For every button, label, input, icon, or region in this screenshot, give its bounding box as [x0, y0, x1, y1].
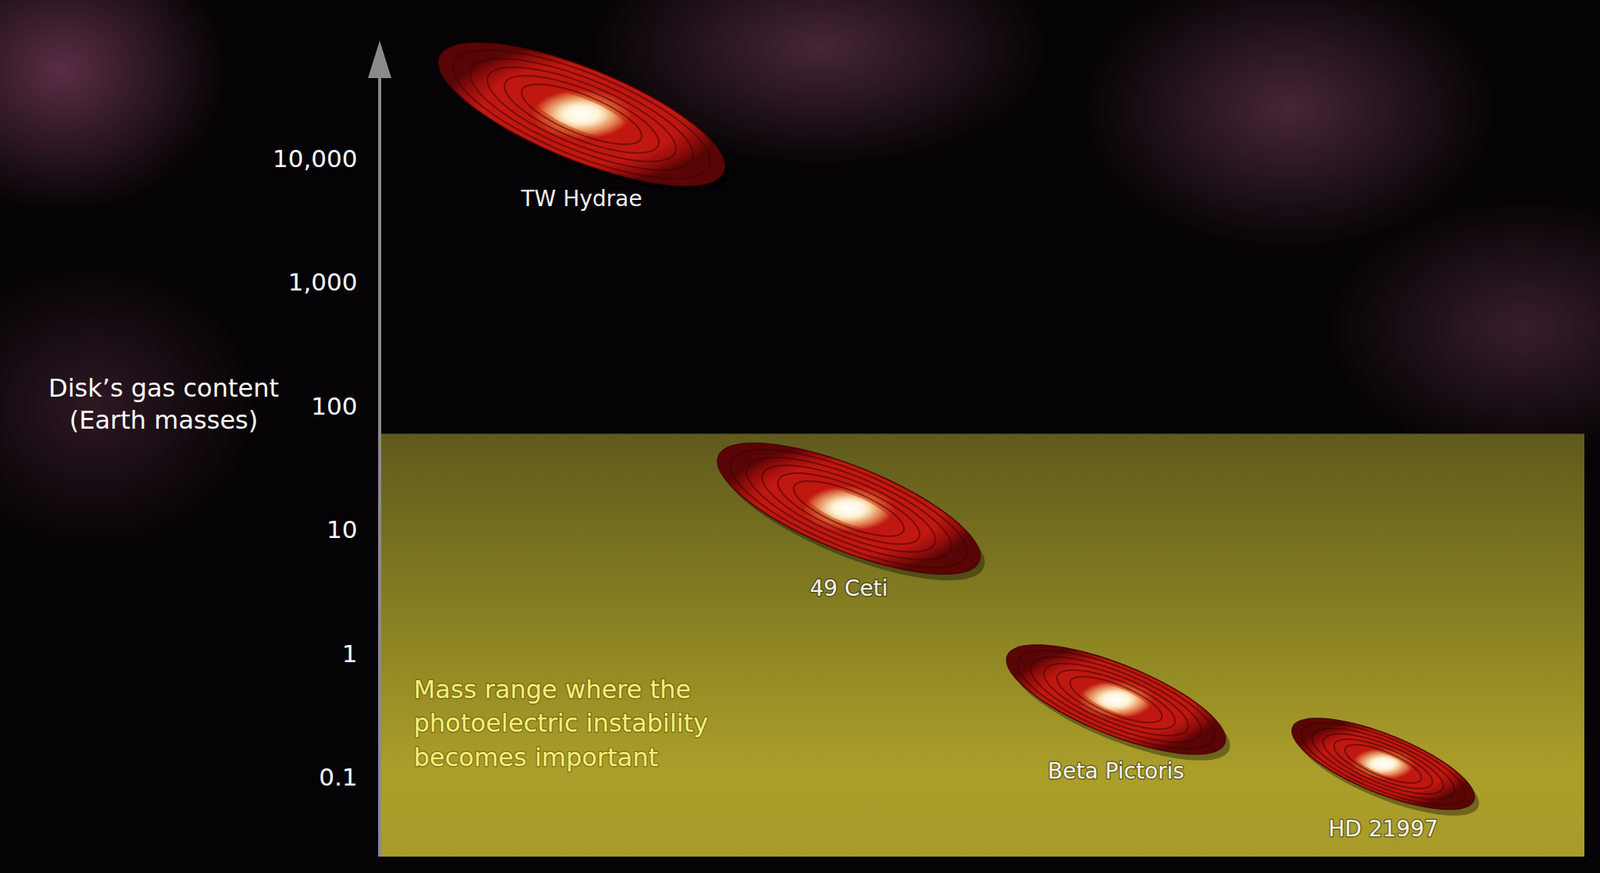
svg-text:1,000: 1,000 [288, 267, 358, 297]
svg-text:TW Hydrae: TW Hydrae [520, 185, 643, 212]
svg-text:10,000: 10,000 [272, 144, 358, 173]
svg-text:1: 1 [342, 639, 358, 668]
svg-text:10: 10 [326, 515, 358, 544]
svg-text:Beta Pictoris: Beta Pictoris [1047, 758, 1185, 785]
svg-text:100: 100 [310, 392, 358, 421]
svg-text:HD 21997: HD 21997 [1328, 816, 1439, 843]
svg-text:49 Ceti: 49 Ceti [809, 575, 888, 602]
svg-text:Disk’s gas content(Earth masse: Disk’s gas content(Earth masses) [48, 373, 279, 436]
svg-text:0.1: 0.1 [318, 763, 358, 792]
svg-text:Mass range where thephotoelect: Mass range where thephotoelectric instab… [414, 675, 709, 772]
